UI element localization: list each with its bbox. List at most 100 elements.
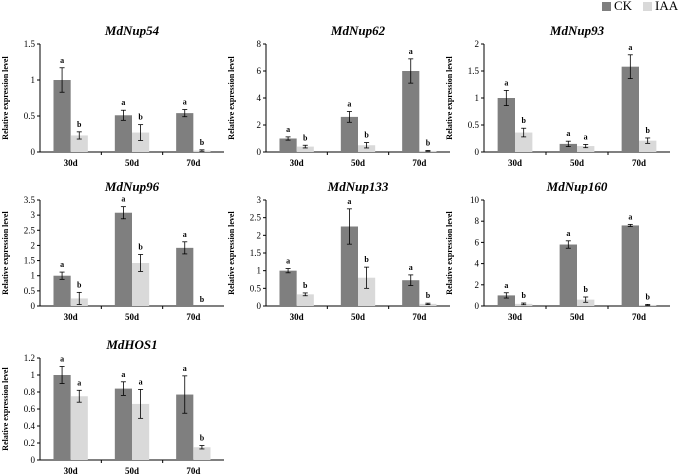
chart-title: MdNup96 — [104, 179, 160, 194]
y-tick-label: 3.5 — [24, 195, 36, 205]
y-tick-label: 4 — [257, 93, 262, 103]
bar-ck-70d — [402, 280, 420, 306]
y-tick-label: 10 — [470, 195, 480, 205]
bar-iaa-50d — [132, 262, 150, 306]
x-tick-label: 70d — [632, 158, 646, 168]
y-tick-label: 1.5 — [250, 248, 262, 258]
bar-iaa-30d — [296, 294, 314, 306]
bar-iaa-50d — [132, 403, 150, 460]
bar-ck-70d — [176, 113, 194, 152]
x-tick-label: 50d — [351, 312, 365, 322]
x-tick-label: 70d — [186, 466, 200, 476]
y-tick-label: 2 — [475, 39, 480, 49]
chart-title: MdNup62 — [330, 23, 386, 38]
significance-label: b — [521, 116, 526, 125]
bar-iaa-30d — [515, 132, 533, 152]
bar-ck-30d — [53, 275, 71, 306]
bar-iaa-70d — [639, 140, 657, 152]
y-axis-label: Relative expression level — [1, 367, 10, 451]
bar-ck-30d — [279, 138, 297, 152]
y-tick-label: 1 — [475, 93, 480, 103]
chart-mdnup62: MdNup62 Relative expression level 0 2 4 6 8 30d… — [227, 23, 450, 168]
chart-title: MdNup54 — [104, 23, 160, 38]
significance-label: a — [121, 98, 125, 107]
significance-label: a — [183, 230, 187, 239]
y-tick-label: 0 — [475, 147, 480, 157]
y-tick-label: 0 — [31, 455, 36, 465]
y-tick-label: 8 — [475, 216, 480, 226]
significance-label: b — [77, 280, 82, 289]
y-tick-label: 0 — [31, 147, 36, 157]
x-tick-label: 50d — [125, 312, 139, 322]
bar-iaa-50d — [132, 132, 150, 152]
significance-label: a — [347, 100, 351, 109]
significance-label: b — [426, 139, 431, 148]
y-tick-label: 1 — [31, 271, 36, 281]
bar-ck-30d — [279, 270, 297, 306]
y-tick-label: 0.8 — [24, 387, 36, 397]
chart-title: MdNup93 — [549, 23, 605, 38]
significance-label: a — [183, 364, 187, 373]
significance-label: a — [566, 229, 570, 238]
y-tick-label: 0.5 — [468, 120, 480, 130]
y-tick-label: 6 — [475, 237, 480, 247]
y-axis-label: Relative expression level — [445, 56, 454, 140]
y-tick-label: 1.5 — [468, 66, 480, 76]
y-tick-label: 0 — [475, 301, 480, 311]
x-tick-label: 70d — [186, 158, 200, 168]
bar-ck-30d — [497, 98, 515, 152]
chart-title: MdNup133 — [327, 179, 389, 194]
x-tick-label: 30d — [64, 466, 78, 476]
significance-label: a — [77, 378, 81, 387]
significance-label: b — [138, 243, 143, 252]
significance-label: b — [583, 285, 588, 294]
y-axis-label: Relative expression level — [227, 211, 236, 295]
significance-label: a — [584, 132, 588, 141]
y-tick-label: 1.5 — [24, 39, 36, 49]
significance-label: b — [521, 291, 526, 300]
y-tick-label: 0 — [257, 301, 262, 311]
significance-label: b — [303, 281, 308, 290]
y-axis-label: Relative expression level — [1, 211, 10, 295]
bar-iaa-30d — [70, 396, 88, 460]
x-tick-label: 50d — [125, 466, 139, 476]
bar-iaa-50d — [358, 277, 376, 306]
y-tick-label: 0 — [31, 301, 36, 311]
y-tick-label: 0.4 — [24, 421, 36, 431]
significance-label: a — [60, 355, 64, 364]
y-tick-label: 1.5 — [24, 256, 36, 266]
x-tick-label: 50d — [570, 312, 584, 322]
significance-label: b — [303, 133, 308, 142]
significance-label: b — [200, 434, 205, 443]
bar-ck-50d — [559, 143, 577, 152]
x-tick-label: 30d — [508, 158, 522, 168]
y-tick-label: 4 — [475, 259, 480, 269]
bar-iaa-30d — [70, 135, 88, 152]
significance-label: b — [364, 255, 369, 264]
chart-mdnup133: MdNup133 Relative expression level 0 0.5 1 1.… — [227, 179, 450, 322]
chart-title: MdHOS1 — [105, 337, 157, 352]
x-tick-label: 30d — [290, 158, 304, 168]
chart-title: MdNup160 — [546, 179, 608, 194]
y-tick-label: 1 — [257, 266, 262, 276]
y-axis-label: Relative expression level — [1, 56, 10, 140]
bar-ck-70d — [621, 66, 639, 152]
y-axis-label: Relative expression level — [227, 56, 236, 140]
bar-ck-50d — [340, 116, 358, 152]
y-tick-label: 1 — [31, 75, 36, 85]
y-tick-label: 8 — [257, 39, 262, 49]
bar-iaa-50d — [577, 299, 595, 306]
bar-ck-50d — [114, 388, 132, 460]
y-tick-label: 0.6 — [24, 404, 36, 414]
significance-label: b — [200, 138, 205, 147]
chart-mdnup54: MdNup54 Relative expression level 0 0.5 1 1.5… — [1, 23, 224, 168]
significance-label: a — [121, 370, 125, 379]
significance-label: a — [504, 281, 508, 290]
bar-ck-50d — [114, 212, 132, 306]
x-tick-label: 70d — [412, 158, 426, 168]
chart-mdnup96: MdNup96 Relative expression level 0 0.5 1 1.5… — [1, 179, 224, 322]
bar-iaa-70d — [193, 447, 211, 460]
x-tick-label: 30d — [508, 312, 522, 322]
bar-ck-30d — [53, 375, 71, 460]
